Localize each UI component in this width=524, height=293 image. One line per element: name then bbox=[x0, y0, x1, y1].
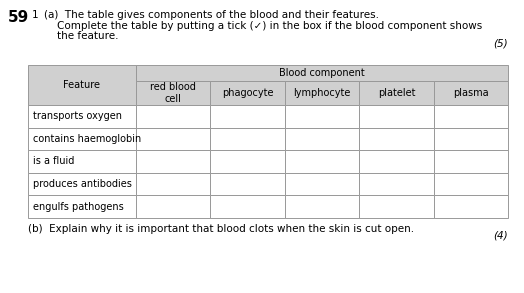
Text: (5): (5) bbox=[494, 38, 508, 48]
Text: is a fluid: is a fluid bbox=[33, 156, 74, 166]
Text: Blood component: Blood component bbox=[279, 68, 365, 78]
Bar bbox=[28, 65, 136, 105]
Text: the feature.: the feature. bbox=[57, 31, 118, 41]
Text: contains haemoglobin: contains haemoglobin bbox=[33, 134, 141, 144]
Bar bbox=[211, 150, 285, 173]
Bar bbox=[211, 195, 285, 218]
Bar bbox=[359, 150, 433, 173]
Bar bbox=[285, 81, 359, 105]
Text: transports oxygen: transports oxygen bbox=[33, 111, 122, 121]
Bar bbox=[285, 105, 359, 127]
Bar bbox=[28, 150, 136, 173]
Text: (4): (4) bbox=[494, 231, 508, 241]
Bar bbox=[136, 127, 211, 150]
Bar bbox=[359, 127, 433, 150]
Bar bbox=[211, 127, 285, 150]
Bar bbox=[28, 173, 136, 195]
Bar bbox=[359, 195, 433, 218]
Text: engulfs pathogens: engulfs pathogens bbox=[33, 202, 124, 212]
Bar bbox=[28, 127, 136, 150]
Bar bbox=[433, 150, 508, 173]
Text: plasma: plasma bbox=[453, 88, 488, 98]
Bar bbox=[433, 195, 508, 218]
Bar bbox=[285, 173, 359, 195]
Bar bbox=[136, 65, 508, 81]
Text: red blood
cell: red blood cell bbox=[150, 82, 196, 104]
Text: 1: 1 bbox=[32, 10, 39, 20]
Bar bbox=[433, 81, 508, 105]
Text: 59: 59 bbox=[8, 10, 29, 25]
Bar bbox=[433, 127, 508, 150]
Bar bbox=[359, 173, 433, 195]
Text: Complete the table by putting a tick (✓) in the box if the blood component shows: Complete the table by putting a tick (✓)… bbox=[57, 21, 482, 31]
Bar bbox=[28, 195, 136, 218]
Bar bbox=[136, 173, 211, 195]
Bar bbox=[28, 105, 136, 127]
Text: Feature: Feature bbox=[63, 80, 101, 90]
Bar bbox=[211, 173, 285, 195]
Bar bbox=[285, 127, 359, 150]
Bar bbox=[433, 173, 508, 195]
Text: lymphocyte: lymphocyte bbox=[293, 88, 351, 98]
Bar bbox=[136, 81, 211, 105]
Bar bbox=[285, 195, 359, 218]
Text: (b)  Explain why it is important that blood clots when the skin is cut open.: (b) Explain why it is important that blo… bbox=[28, 224, 414, 234]
Bar bbox=[285, 150, 359, 173]
Bar bbox=[359, 81, 433, 105]
Bar bbox=[136, 105, 211, 127]
Bar bbox=[433, 105, 508, 127]
Bar bbox=[136, 150, 211, 173]
Bar bbox=[136, 195, 211, 218]
Text: phagocyte: phagocyte bbox=[222, 88, 274, 98]
Text: platelet: platelet bbox=[378, 88, 415, 98]
Text: produces antibodies: produces antibodies bbox=[33, 179, 132, 189]
Bar bbox=[211, 105, 285, 127]
Bar bbox=[211, 81, 285, 105]
Bar bbox=[359, 105, 433, 127]
Text: (a)  The table gives components of the blood and their features.: (a) The table gives components of the bl… bbox=[44, 10, 379, 20]
